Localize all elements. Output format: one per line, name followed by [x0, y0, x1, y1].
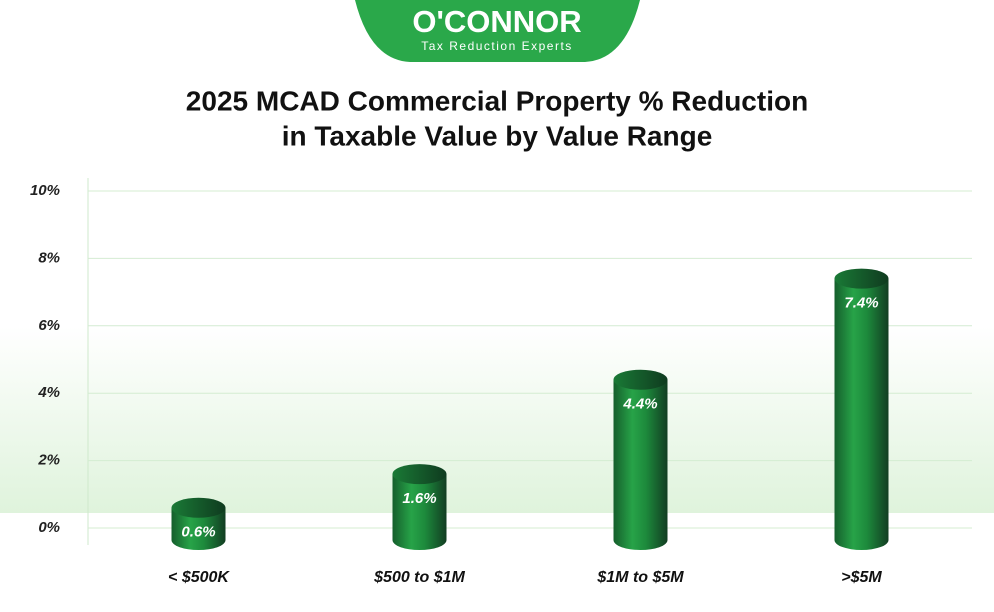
y-tick-label: 0% — [38, 519, 60, 536]
bar — [392, 474, 447, 550]
bar-cap — [392, 464, 447, 485]
bar — [171, 507, 226, 550]
y-tick-label: 8% — [38, 249, 60, 266]
bar — [613, 379, 668, 550]
bar — [834, 278, 889, 550]
value-label: 1.6% — [402, 490, 436, 507]
chart-title: 2025 MCAD Commercial Property % Reductio… — [186, 85, 808, 116]
value-label: 4.4% — [622, 396, 657, 413]
x-tick-label: >$5M — [841, 569, 882, 586]
logo-name: O'CONNOR — [412, 4, 581, 39]
logo-tab — [355, 0, 640, 62]
chart-title: in Taxable Value by Value Range — [282, 120, 713, 151]
bar-cap — [834, 268, 889, 289]
value-label: 0.6% — [181, 524, 215, 541]
logo-tagline: Tax Reduction Experts — [421, 39, 573, 53]
x-tick-label: < $500K — [168, 569, 230, 586]
y-tick-label: 2% — [37, 452, 60, 469]
x-tick-label: $500 to $1M — [373, 569, 465, 586]
plot-background — [0, 175, 994, 513]
bar-cap — [171, 497, 226, 518]
y-tick-label: 4% — [37, 384, 60, 401]
bar-cap — [613, 369, 668, 390]
x-tick-label: $1M to $5M — [596, 569, 684, 586]
y-tick-label: 10% — [30, 182, 60, 199]
y-tick-label: 6% — [38, 317, 60, 334]
value-label: 7.4% — [844, 295, 878, 312]
